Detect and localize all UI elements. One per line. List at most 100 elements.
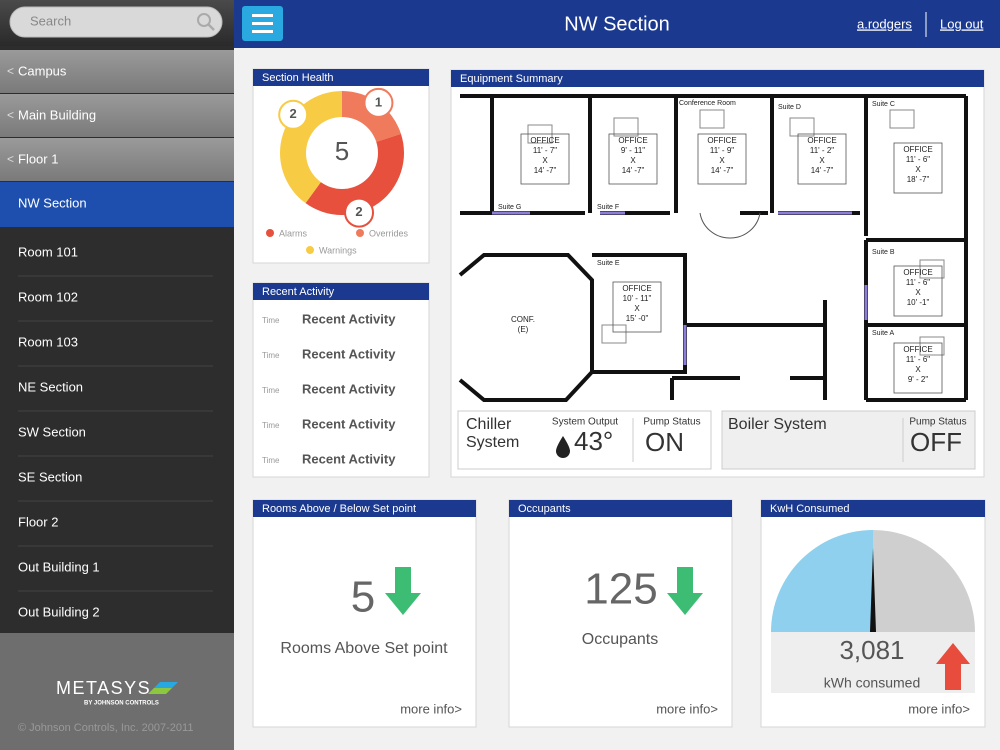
activity-text: Recent Activity [302,416,396,431]
more-info[interactable]: more info> [908,701,970,716]
window [492,211,868,365]
legend-dot [356,229,364,237]
panel-title: KwH Consumed [770,503,849,515]
breadcrumb-label[interactable]: Floor 1 [18,151,58,166]
pump-label: Pump Status [909,417,966,428]
office-depth: 14' -7" [622,166,645,175]
nav-item[interactable]: SW Section [18,424,86,439]
sidebar-footer [0,633,234,750]
nav-item[interactable]: Out Building 1 [18,559,100,574]
nav-item[interactable]: Room 102 [18,289,78,304]
panel-header [253,69,429,86]
office-label: OFFICE [707,136,736,145]
activity-time: Time [262,421,280,430]
office-label: OFFICE [807,136,836,145]
desk [789,117,815,137]
kpi-label: kWh consumed [824,675,920,691]
trend-arrow [385,567,421,615]
legend-label: Alarms [279,228,308,238]
breadcrumb[interactable] [0,50,234,93]
office-depth: 14' -7" [711,166,734,175]
office-depth: 9' - 2" [908,375,929,384]
breadcrumb-label[interactable]: Main Building [18,107,96,122]
office-cross: X [915,165,921,174]
suite-label: Suite A [872,330,895,337]
desk [613,117,639,137]
count-badge [278,99,309,130]
office-label: OFFICE [903,345,932,354]
gauge-fill [771,530,873,632]
office-width: 11' - 6" [906,278,930,287]
donut-total: 5 [335,136,349,166]
breadcrumb-label[interactable]: Campus [18,63,67,78]
nav-item[interactable]: Floor 2 [18,514,58,529]
trend-arrow [667,567,703,615]
activity-text: Recent Activity [302,381,396,396]
back-marker: < [7,108,14,122]
office-cross: X [719,156,725,165]
office-width: 11' - 6" [906,155,930,164]
more-info[interactable]: more info> [656,701,718,716]
logo: METASYS [56,678,151,698]
panel-title: Occupants [518,503,571,515]
logo-mark [148,688,172,694]
office-frame [893,265,943,317]
selected-item[interactable] [0,182,234,227]
conference-sub: (E) [518,325,529,334]
activity-text: Recent Activity [302,311,396,326]
wall [460,94,968,400]
nav-item[interactable]: Room 101 [18,244,78,259]
office-frame [520,133,570,185]
boiler-card [721,410,976,470]
desk [919,336,945,356]
office-label: OFFICE [903,268,932,277]
panel-title: Rooms Above / Below Set point [262,503,416,515]
panel-title: Equipment Summary [460,73,563,85]
panel [508,499,733,728]
office-frame [893,142,943,194]
breadcrumb[interactable] [0,94,234,137]
nav-item[interactable]: NE Section [18,379,83,394]
user-link[interactable]: a.rodgers [857,16,912,31]
suite-label: Suite C [872,101,895,108]
activity-text: Recent Activity [302,451,396,466]
panel-header [253,500,476,517]
office-cross: X [915,365,921,374]
suite-label: Suite E [597,260,620,267]
office-depth: 15' -0" [626,314,649,323]
menu-icon [252,22,273,25]
nav-item[interactable]: Out Building 2 [18,604,100,619]
more-info[interactable]: more info> [400,701,462,716]
office-depth: 14' -7" [811,166,834,175]
activity-time: Time [262,316,280,325]
selected-label[interactable]: NW Section [18,195,87,210]
count-badge-label: 2 [290,106,297,121]
breadcrumb[interactable] [0,138,234,181]
kpi-label: Occupants [582,631,658,648]
office-depth: 10' -1" [907,298,930,307]
office-cross: X [634,304,640,313]
pump-value: OFF [910,427,962,457]
donut-segment [342,91,401,142]
count-badge-label: 1 [375,94,382,109]
office-depth: 14' -7" [534,166,557,175]
donut-center [307,118,377,188]
logout-link[interactable]: Log out [940,16,984,31]
nav-item[interactable]: Room 103 [18,334,78,349]
header [234,0,1000,48]
office-frame [797,133,847,185]
office-label: OFFICE [530,136,559,145]
kpi-value: 125 [584,565,657,614]
office-cross: X [630,156,636,165]
boiler-name: Boiler System [728,416,827,433]
menu-icon [252,30,273,33]
copyright: © Johnson Controls, Inc. 2007-2011 [18,722,193,734]
nav-item[interactable]: SE Section [18,469,82,484]
logo-mark [154,682,178,688]
search-field[interactable] [9,6,223,38]
activity-time: Time [262,351,280,360]
office-frame [893,342,943,394]
office-width: 11' - 2" [810,146,834,155]
door [699,212,761,239]
